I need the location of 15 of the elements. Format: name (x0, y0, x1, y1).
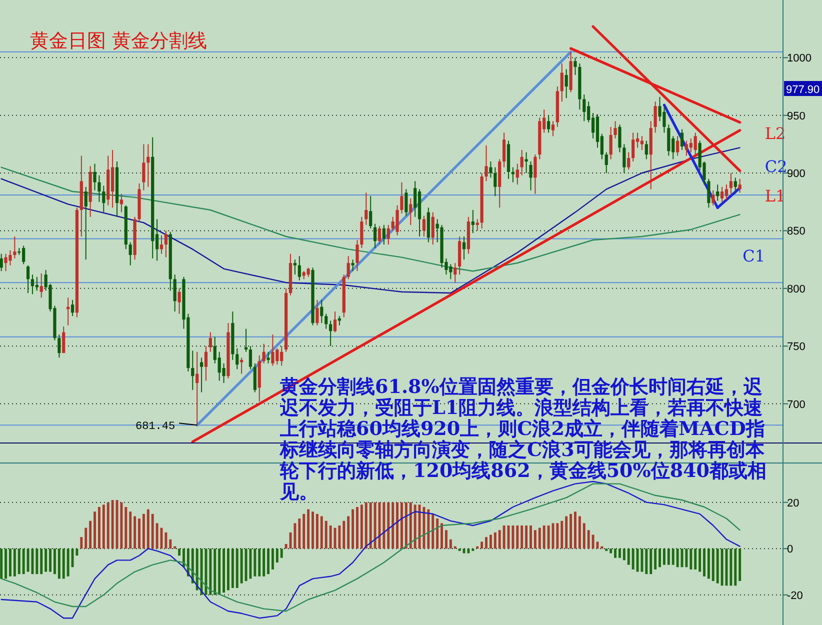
y-tick-label: 750 (787, 341, 806, 354)
y-tick-label: 20 (787, 497, 800, 510)
y-tick-label: 0 (787, 544, 794, 556)
series-label: L1 (764, 186, 786, 206)
y-tick-label: -20 (787, 590, 803, 602)
text: 黄金日图 黄金分割线 (30, 30, 208, 52)
y-tick-label: 800 (787, 283, 806, 296)
y-tick-label: 1000 (787, 52, 812, 65)
annotation: 681.45 (135, 421, 176, 434)
y-tick-label: 700 (787, 398, 806, 411)
y-tick-label: 850 (787, 226, 806, 238)
y-tick-label: 950 (787, 110, 806, 122)
text: C1 (742, 246, 766, 266)
text: 977.90 (786, 84, 820, 96)
y-tick-label: 900 (787, 168, 806, 180)
